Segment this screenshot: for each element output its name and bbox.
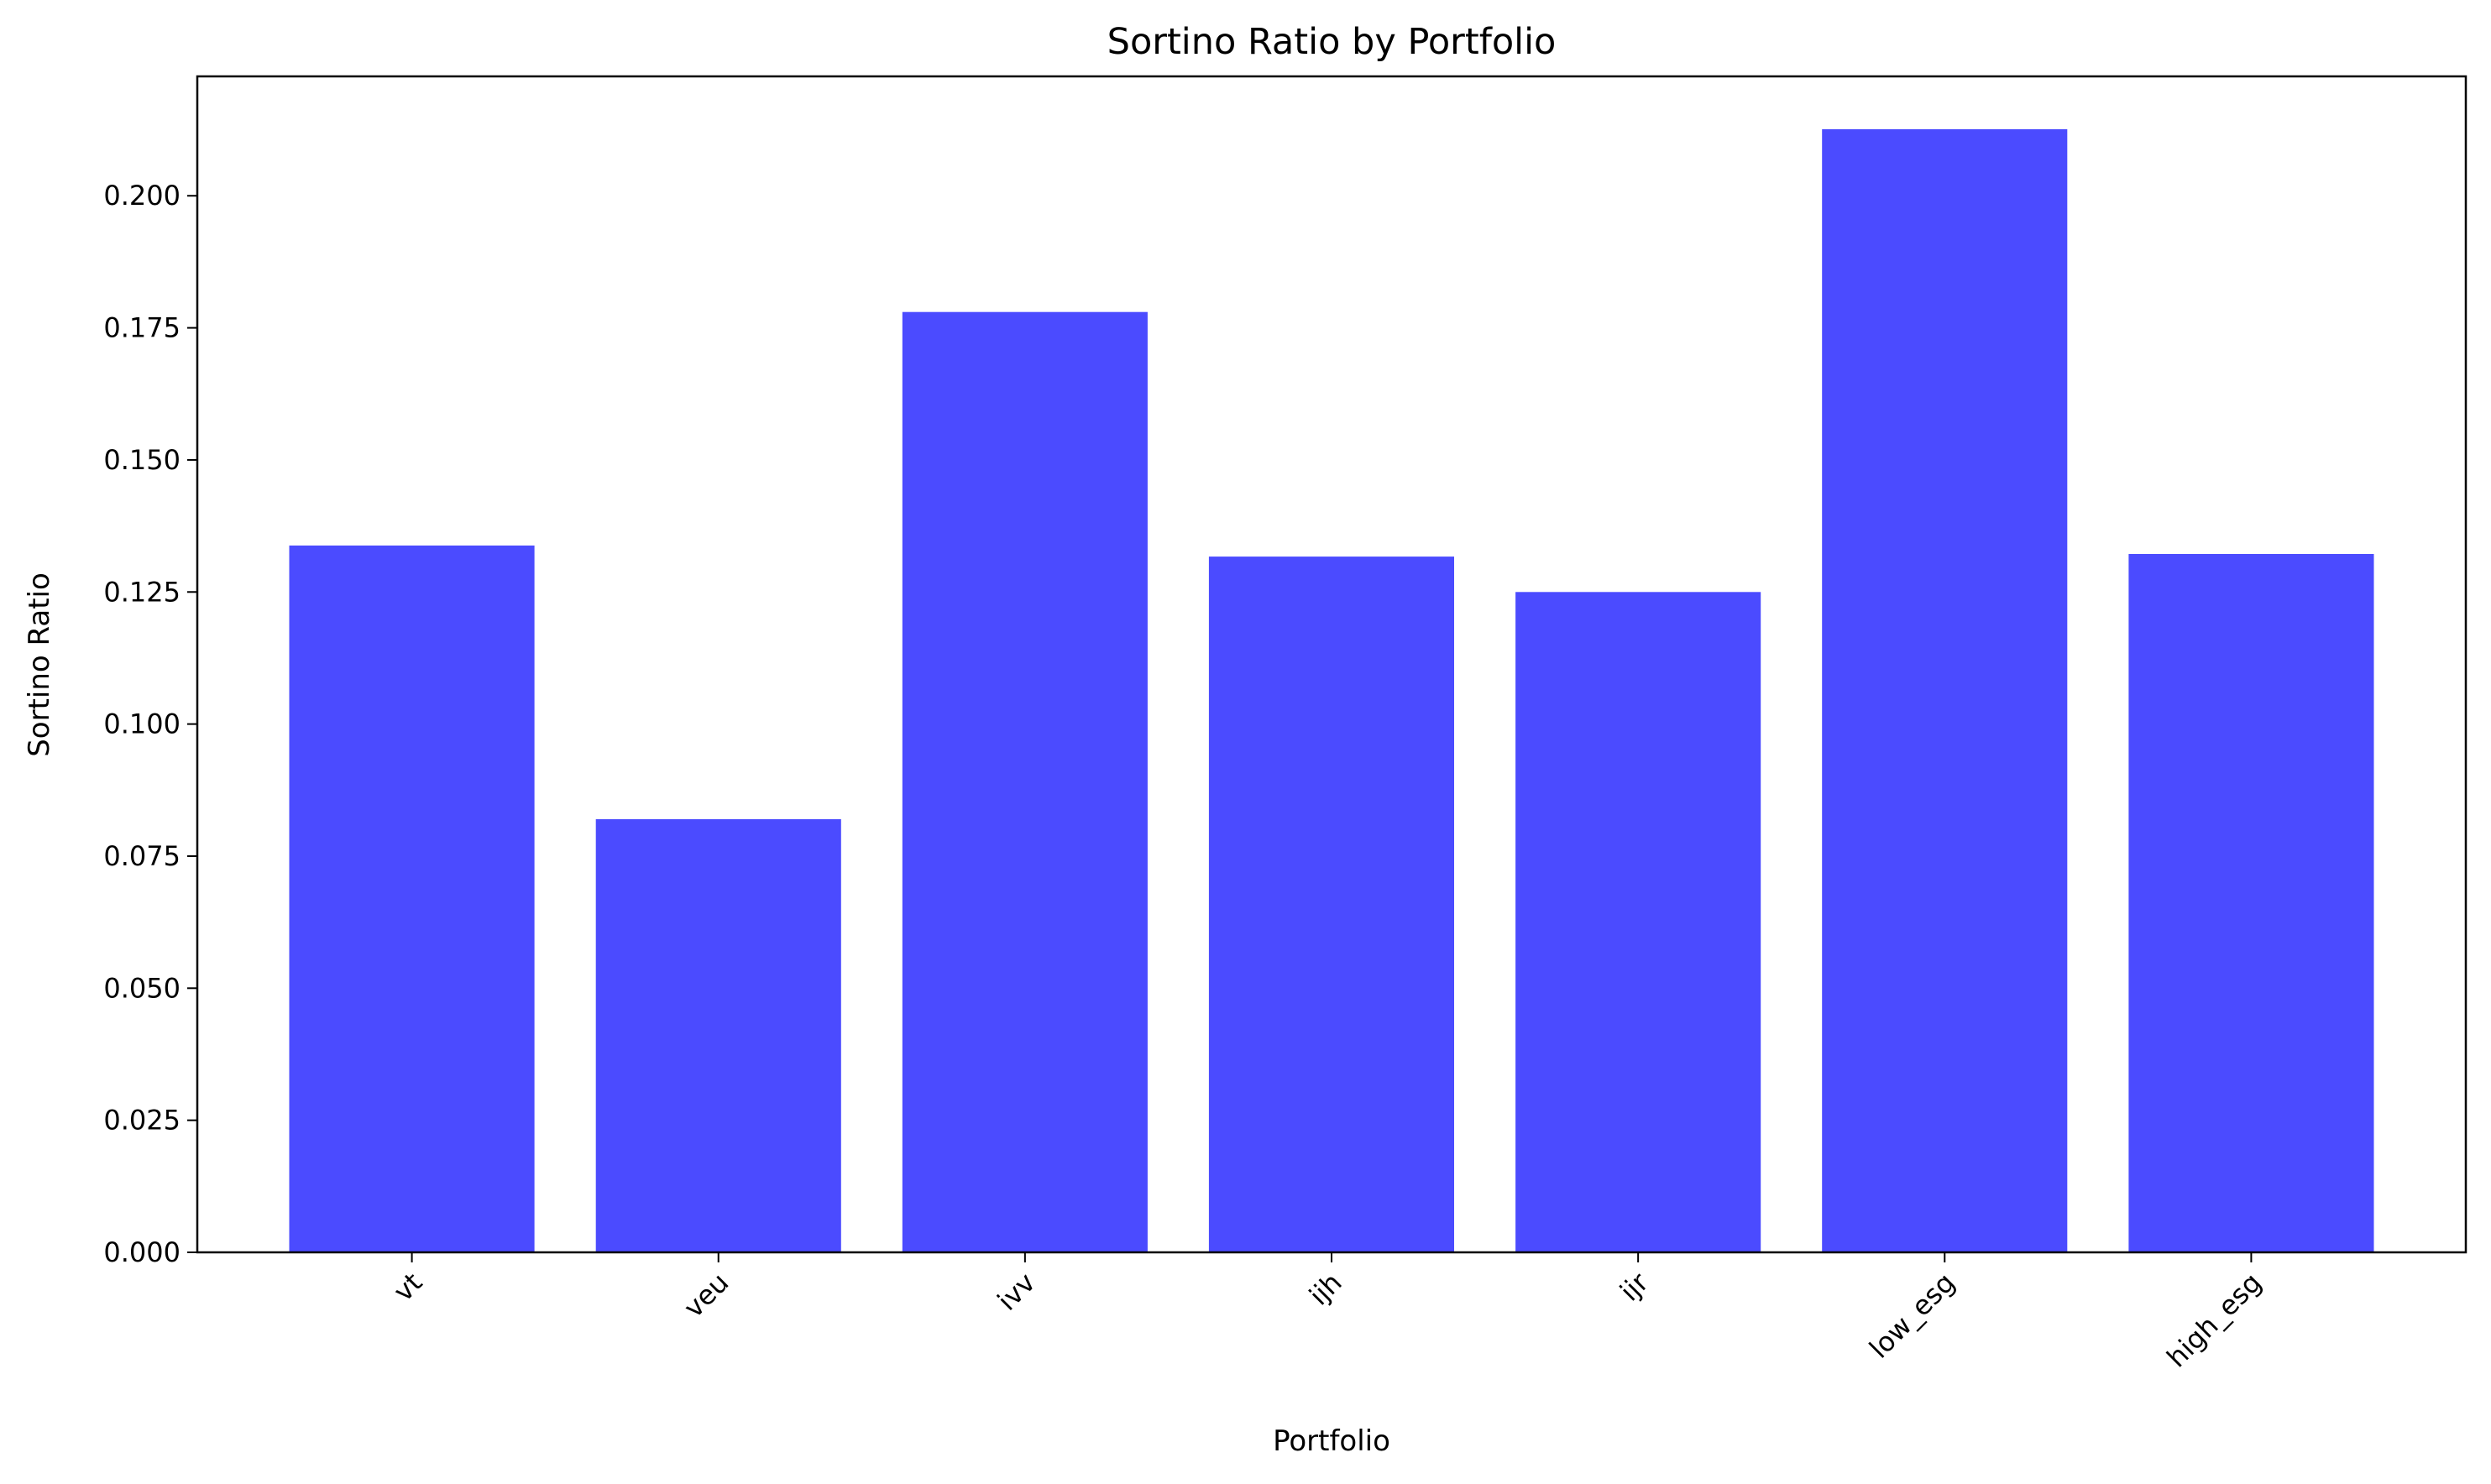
bar-vt: [289, 545, 535, 1252]
y-tick-label: 0.200: [103, 180, 181, 212]
y-tick-label: 0.050: [103, 972, 181, 1004]
chart-title: Sortino Ratio by Portfolio: [1107, 21, 1557, 63]
y-tick-label: 0.025: [103, 1105, 181, 1137]
y-tick-label: 0.000: [103, 1236, 181, 1268]
bar-ijh: [1208, 556, 1454, 1252]
y-tick-label: 0.125: [103, 576, 181, 608]
y-tick-label: 0.175: [103, 312, 181, 344]
y-tick-label: 0.100: [103, 708, 181, 740]
y-axis-title: Sortino Ratio: [23, 572, 56, 757]
bar-veu: [595, 818, 841, 1252]
y-tick-label: 0.150: [103, 444, 181, 476]
plot-area: 0.000 0.025 0.050 0.075 0.100 0.125 0.150 0.175…: [103, 75, 2467, 1373]
bar-ijr: [1515, 592, 1761, 1252]
x-axis-title: Portfolio: [1273, 1424, 1390, 1458]
bar-ivv: [902, 311, 1148, 1253]
axes-frame: [196, 75, 2467, 1254]
y-tick-label: 0.075: [103, 840, 181, 872]
bar-high_esg: [2128, 554, 2374, 1252]
bar-low_esg: [1822, 128, 2068, 1252]
